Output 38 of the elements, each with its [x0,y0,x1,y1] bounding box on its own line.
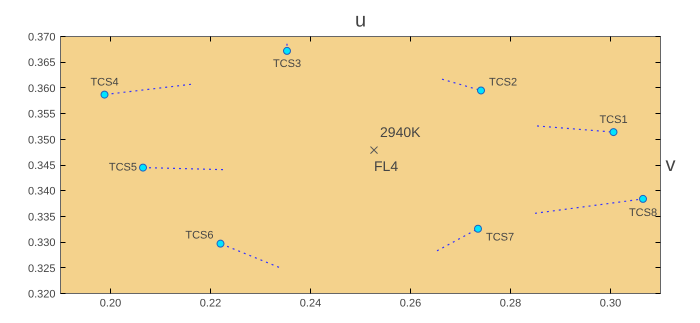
y-tick-label: 0.365 [28,57,56,70]
y-tick-label: 0.345 [28,160,56,172]
x-axis-title: u [354,10,366,32]
point [139,164,147,172]
y-tick-label: 0.335 [28,211,56,224]
y-tick-label: 0.355 [28,108,56,121]
y-tick-label: 0.350 [28,134,56,146]
y-tick-label: 0.370 [28,32,56,44]
x-tick-label: 0.26 [400,298,422,310]
x-tick-label: 0.30 [600,298,622,310]
annotation: TCS6 [185,230,214,242]
point [610,128,618,136]
x-tick-label: 0.20 [100,298,122,310]
annotation: FL4 [374,158,398,174]
x-tick-label: 0.22 [200,298,222,310]
point [477,86,485,94]
point [283,46,291,55]
annotation: 2940K [380,124,422,140]
annotation: TCS3 [272,58,302,70]
y-tick-label: 0.325 [28,262,56,275]
y-axis-title: v [666,154,676,176]
annotation: TCS1 [599,114,628,126]
annotation: TCS5 [108,162,138,174]
y-tick-label: 0.320 [28,288,56,300]
annotation: TCS7 [486,232,514,244]
x-tick-label: 0.28 [500,298,522,310]
annotation: TCS4 [90,76,119,89]
point [474,224,482,233]
point [100,90,108,99]
annotation: TCS8 [628,206,658,219]
point [216,240,224,248]
annotation: TCS2 [489,76,518,88]
point [370,146,378,154]
y-tick-label: 0.340 [28,186,56,198]
point [639,194,647,203]
y-tick-label: 0.360 [28,82,56,95]
x-tick-label: 0.24 [300,298,322,310]
y-tick-label: 0.330 [28,237,56,250]
